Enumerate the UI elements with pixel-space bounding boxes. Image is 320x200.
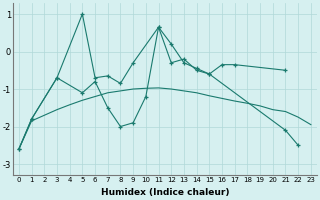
X-axis label: Humidex (Indice chaleur): Humidex (Indice chaleur) [100, 188, 229, 197]
